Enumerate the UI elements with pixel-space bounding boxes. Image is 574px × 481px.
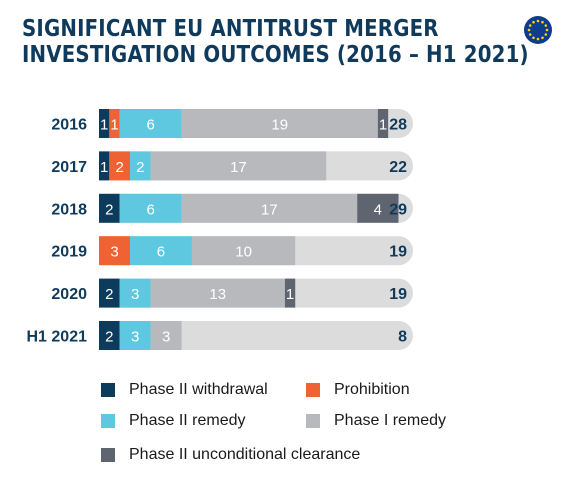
segment-label: 1: [100, 117, 108, 134]
total-label: 22: [389, 159, 407, 176]
bar-segment-phase2_withdrawal: [99, 278, 120, 308]
total-label: 8: [398, 329, 407, 346]
bar-segment-phase2_withdrawal: [99, 151, 110, 181]
bar-segment-phase1_remedy: [181, 193, 358, 223]
bar-segment-prohibition: [99, 236, 130, 266]
category-label: 2019: [51, 244, 87, 261]
eu-flag-star: [545, 28, 549, 32]
bar-segment-phase2_unconditional: [377, 109, 389, 138]
segment-label: 2: [136, 159, 144, 176]
eu-flag-icon: [524, 16, 552, 44]
total-label: 29: [389, 201, 407, 218]
eu-flag-star: [528, 33, 532, 36]
segment-label: 1: [110, 117, 118, 134]
bar-segment-phase2_withdrawal: [99, 321, 120, 350]
eu-flag-background: [524, 16, 552, 44]
bar-segment-phase1_remedy: [150, 278, 285, 308]
segment-label: 6: [146, 201, 154, 218]
eu-flag-star: [544, 33, 548, 36]
eu-flag-star: [528, 24, 532, 27]
eu-flag-star: [536, 19, 540, 23]
category-label: 2020: [51, 286, 87, 303]
segment-label: 6: [157, 244, 165, 261]
category-label: 2017: [51, 159, 87, 176]
bar-segment-phase2_remedy: [119, 321, 151, 350]
bar-segment-phase2_withdrawal: [99, 193, 120, 223]
eu-flag-star: [527, 28, 531, 32]
bar-segment-phase2_remedy: [119, 278, 151, 308]
bar-segment-phase2_unconditional: [284, 278, 296, 308]
bar-segment-phase2_remedy: [129, 151, 151, 181]
chart-title-line-2: INVESTIGATION OUTCOMES (2016 – H1 2021): [22, 42, 529, 68]
segment-label: 3: [162, 329, 170, 346]
total-label: 19: [389, 244, 407, 261]
segment-label: 1: [286, 286, 294, 303]
bar-segment-phase1_remedy: [150, 321, 182, 350]
segment-label: 3: [110, 244, 118, 261]
segment-label: 6: [146, 117, 154, 134]
bar-segment-prohibition: [109, 151, 130, 181]
bar-segment-phase2_withdrawal: [99, 109, 110, 138]
segment-label: 2: [105, 201, 113, 218]
segment-label: 17: [261, 201, 278, 218]
total-label: 28: [389, 117, 407, 134]
bar-segment-phase2_unconditional: [357, 193, 399, 223]
category-label: 2018: [51, 201, 87, 218]
segment-label: 1: [379, 117, 387, 134]
segment-label: 19: [271, 117, 288, 134]
bar-segment-phase2_remedy: [119, 109, 182, 138]
eu-flag-stars: [527, 19, 549, 41]
segment-label: 13: [209, 286, 226, 303]
eu-flag-star: [532, 36, 535, 40]
chart-title-line-1: SIGNIFICANT EU ANTITRUST MERGER: [22, 16, 439, 42]
segment-label: 2: [105, 329, 113, 346]
category-label: 2016: [51, 117, 87, 134]
segment-label: 3: [131, 329, 139, 346]
segment-label: 1: [100, 159, 108, 176]
segment-label: 10: [235, 244, 252, 261]
segment-label: 2: [115, 159, 123, 176]
segment-label: 3: [131, 286, 139, 303]
bar-segment-prohibition: [109, 109, 120, 138]
bar-segment-phase2_remedy: [129, 236, 192, 266]
total-label: 19: [389, 286, 407, 303]
eu-flag-star: [541, 20, 544, 24]
segment-label: 2: [105, 286, 113, 303]
category-label: H1 2021: [27, 329, 88, 346]
bar-segment-phase1_remedy: [191, 236, 296, 266]
chart-title: SIGNIFICANT EU ANTITRUST MERGER INVESTIG…: [22, 16, 529, 68]
bar-segment-phase1_remedy: [181, 109, 378, 138]
segment-label: 4: [374, 201, 382, 218]
eu-flag-star: [536, 37, 540, 41]
bar-segment-phase1_remedy: [150, 151, 327, 181]
segment-label: 17: [230, 159, 247, 176]
bar-segment-phase2_remedy: [119, 193, 182, 223]
eu-flag-star: [532, 20, 535, 24]
eu-flag-star: [541, 36, 544, 40]
eu-flag-star: [544, 24, 548, 27]
